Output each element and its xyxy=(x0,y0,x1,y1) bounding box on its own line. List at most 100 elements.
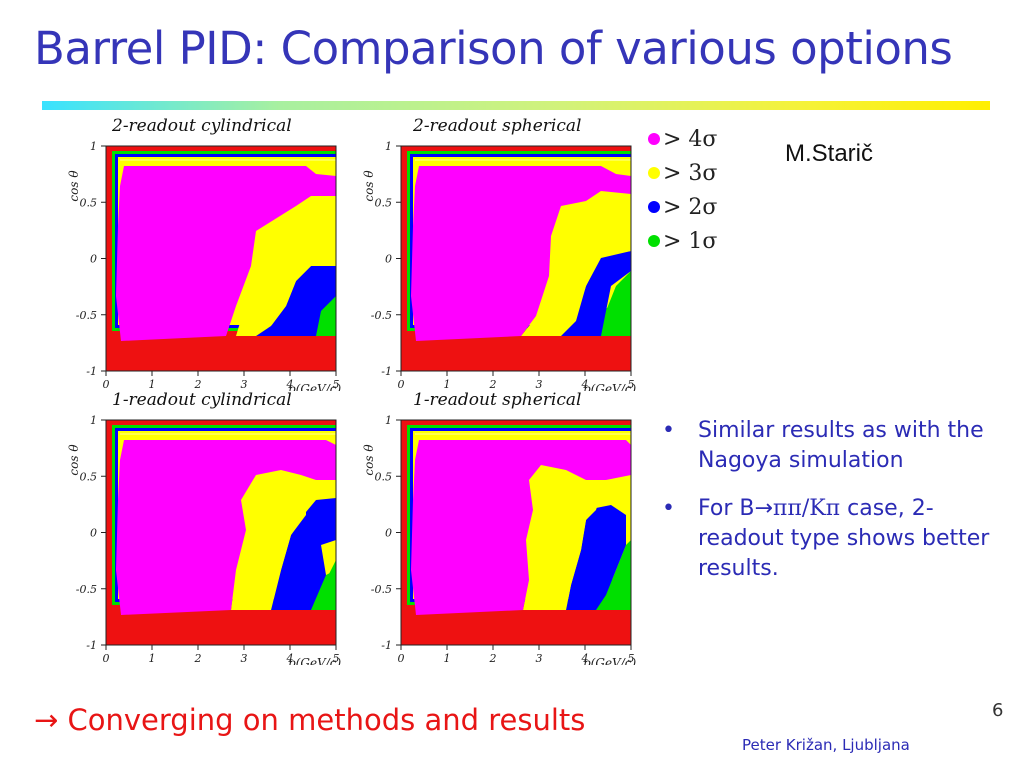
x-tick-label: 0 xyxy=(103,652,110,665)
slide-title: Barrel PID: Comparison of various option… xyxy=(34,22,953,75)
x-tick-label: 1 xyxy=(149,652,156,665)
y-tick-label: 0.5 xyxy=(375,470,393,483)
bullet-item: • For B→ππ/Kπ case, 2-readout type shows… xyxy=(662,494,1002,584)
plot-title: 1-readout spherical xyxy=(413,390,582,410)
plot-title: 2-readout cylindrical xyxy=(112,116,292,136)
legend-item: > 3σ xyxy=(648,156,717,190)
legend-dot-icon xyxy=(648,235,660,247)
x-tick-label: 0 xyxy=(103,378,110,391)
y-tick-label: -0.5 xyxy=(76,583,97,596)
legend-item: > 2σ xyxy=(648,190,717,224)
legend-item: > 1σ xyxy=(648,224,717,258)
region-3sigma xyxy=(523,465,601,610)
contour-map: 0 1 2 3 4 5 1 0.5 0 -0.5 -1 p(GeV/c) cos θ xyxy=(67,140,341,391)
region-2sigma xyxy=(256,264,336,336)
y-axis-label: cos θ xyxy=(67,170,81,202)
y-tick-label: 1 xyxy=(90,414,97,427)
x-tick-label: 3 xyxy=(536,378,543,391)
bullet-dot-icon: • xyxy=(662,418,675,443)
x-tick-label: 0 xyxy=(398,378,405,391)
region-3sigma xyxy=(521,201,631,336)
x-tick-label: 1 xyxy=(444,378,451,391)
plot-title: 2-readout spherical xyxy=(413,116,582,136)
x-tick-label: 4 xyxy=(581,378,589,391)
y-tick-label: 0 xyxy=(385,527,392,540)
legend-dot-icon xyxy=(648,167,660,179)
y-tick-label: 1 xyxy=(385,414,392,427)
footer-author: Peter Križan, Ljubljana xyxy=(742,736,910,754)
contour-map: 0 1 2 3 4 5 1 0.5 0 -0.5 -1 p(GeV/c) cos θ xyxy=(67,414,341,665)
title-underline xyxy=(42,101,990,110)
region-2sigma xyxy=(566,505,626,610)
legend-item: > 4σ xyxy=(648,122,717,156)
region-4sigma xyxy=(411,166,631,341)
x-tick-label: 3 xyxy=(536,652,543,665)
y-tick-label: 1 xyxy=(90,140,97,153)
region-2sigma xyxy=(271,498,336,610)
x-tick-label: 2 xyxy=(194,378,202,391)
y-tick-label: -0.5 xyxy=(371,583,392,596)
y-tick-label: 0.5 xyxy=(80,196,98,209)
x-tick-label: 4 xyxy=(581,652,589,665)
x-axis-label: p(GeV/c) xyxy=(288,382,341,391)
x-tick-label: 5 xyxy=(333,652,340,665)
sigma-legend: > 4σ > 3σ > 2σ > 1σ xyxy=(648,122,717,258)
conclusion-note: → Converging on methods and results xyxy=(34,703,586,737)
region-1sigma xyxy=(596,540,631,610)
x-tick-label: 5 xyxy=(628,378,635,391)
legend-label: > 1σ xyxy=(663,228,718,254)
y-tick-label: -1 xyxy=(381,365,392,378)
y-tick-label: 0.5 xyxy=(80,470,98,483)
y-tick-label: 0 xyxy=(90,253,97,266)
x-axis-label: p(GeV/c) xyxy=(288,656,341,665)
y-tick-label: -0.5 xyxy=(371,309,392,322)
bullet-text: Similar results as with the Nagoya simul… xyxy=(698,418,984,473)
y-tick-label: -1 xyxy=(381,639,392,652)
y-tick-label: 0 xyxy=(90,527,97,540)
region-3sigma xyxy=(231,470,316,610)
y-tick-label: -0.5 xyxy=(76,309,97,322)
y-axis-label: cos θ xyxy=(362,444,376,476)
region-1sigma xyxy=(311,560,336,610)
y-tick-label: 0.5 xyxy=(375,196,393,209)
legend-dot-icon xyxy=(648,201,660,213)
plot-title: 1-readout cylindrical xyxy=(112,390,292,410)
region-2sigma xyxy=(561,251,631,336)
x-tick-label: 1 xyxy=(149,378,156,391)
y-axis-label: cos θ xyxy=(362,170,376,202)
plot-2-readout-cylindrical: 2-readout cylindrical 0 1 2 3 4 5 1 0.5 0 -0.5 -1 p… xyxy=(60,116,350,391)
y-tick-label: -1 xyxy=(86,639,97,652)
y-tick-label: -1 xyxy=(86,365,97,378)
plot-2-readout-spherical: 2-readout spherical 0 1 2 3 4 5 1 0.5 0 -0.5 -1 p(G… xyxy=(355,116,645,391)
x-tick-label: 0 xyxy=(398,652,405,665)
legend-dot-icon xyxy=(648,133,660,145)
region-4sigma xyxy=(116,440,336,615)
legend-label: > 3σ xyxy=(663,160,718,186)
region-4sigma xyxy=(411,440,631,615)
x-tick-label: 4 xyxy=(286,652,294,665)
x-tick-label: 1 xyxy=(444,652,451,665)
bullet-suffix: case, 2-readout type shows better result… xyxy=(698,496,990,581)
region-3sigma xyxy=(236,216,336,336)
x-tick-label: 2 xyxy=(194,652,202,665)
contour-map: 0 1 2 3 4 5 1 0.5 0 -0.5 -1 p(GeV/c) cos θ xyxy=(362,140,636,391)
decay-formula: ππ/Kπ xyxy=(772,496,841,521)
region-1sigma xyxy=(316,296,336,336)
y-tick-label: 0 xyxy=(385,253,392,266)
slide-number: 6 xyxy=(992,700,1004,721)
bullet-dot-icon: • xyxy=(662,496,675,521)
x-tick-label: 5 xyxy=(333,378,340,391)
x-tick-label: 4 xyxy=(286,378,294,391)
bullet-prefix: For B xyxy=(698,496,755,521)
author-name: M.Starič xyxy=(785,140,874,167)
x-tick-label: 3 xyxy=(241,652,248,665)
bullet-list: • Similar results as with the Nagoya sim… xyxy=(662,416,1002,602)
x-tick-label: 2 xyxy=(489,652,497,665)
plot-1-readout-spherical: 1-readout spherical 0 1 2 3 4 5 1 0.5 0 -0.5 -1 p(G… xyxy=(355,390,645,665)
legend-label: > 4σ xyxy=(663,126,718,152)
x-axis-label: p(GeV/c) xyxy=(583,382,636,391)
contour-map: 0 1 2 3 4 5 1 0.5 0 -0.5 -1 p(GeV/c) cos θ xyxy=(362,414,636,665)
plot-1-readout-cylindrical: 1-readout cylindrical 0 1 2 3 4 5 1 0.5 0 -0.5 -1 p… xyxy=(60,390,350,665)
y-tick-label: 1 xyxy=(385,140,392,153)
legend-label: > 2σ xyxy=(663,194,718,220)
